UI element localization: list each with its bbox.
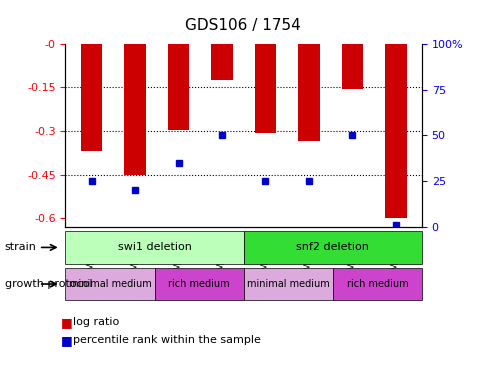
- Bar: [167, 44, 189, 130]
- Text: growth protocol: growth protocol: [5, 279, 92, 289]
- Text: rich medium: rich medium: [346, 279, 408, 289]
- Bar: [341, 44, 363, 89]
- Bar: [124, 44, 146, 175]
- Text: ■: ■: [60, 334, 72, 347]
- Text: percentile rank within the sample: percentile rank within the sample: [73, 335, 260, 346]
- Text: strain: strain: [5, 242, 37, 253]
- Text: GDS106 / 1754: GDS106 / 1754: [184, 18, 300, 33]
- Text: minimal medium: minimal medium: [246, 279, 329, 289]
- Bar: [211, 44, 232, 80]
- Bar: [298, 44, 319, 141]
- Text: ■: ■: [60, 315, 72, 329]
- Text: snf2 deletion: snf2 deletion: [296, 242, 368, 253]
- Text: rich medium: rich medium: [168, 279, 229, 289]
- Text: swi1 deletion: swi1 deletion: [118, 242, 191, 253]
- Bar: [80, 44, 102, 152]
- Bar: [254, 44, 276, 132]
- Text: minimal medium: minimal medium: [69, 279, 151, 289]
- Bar: [384, 44, 406, 218]
- Text: log ratio: log ratio: [73, 317, 119, 327]
